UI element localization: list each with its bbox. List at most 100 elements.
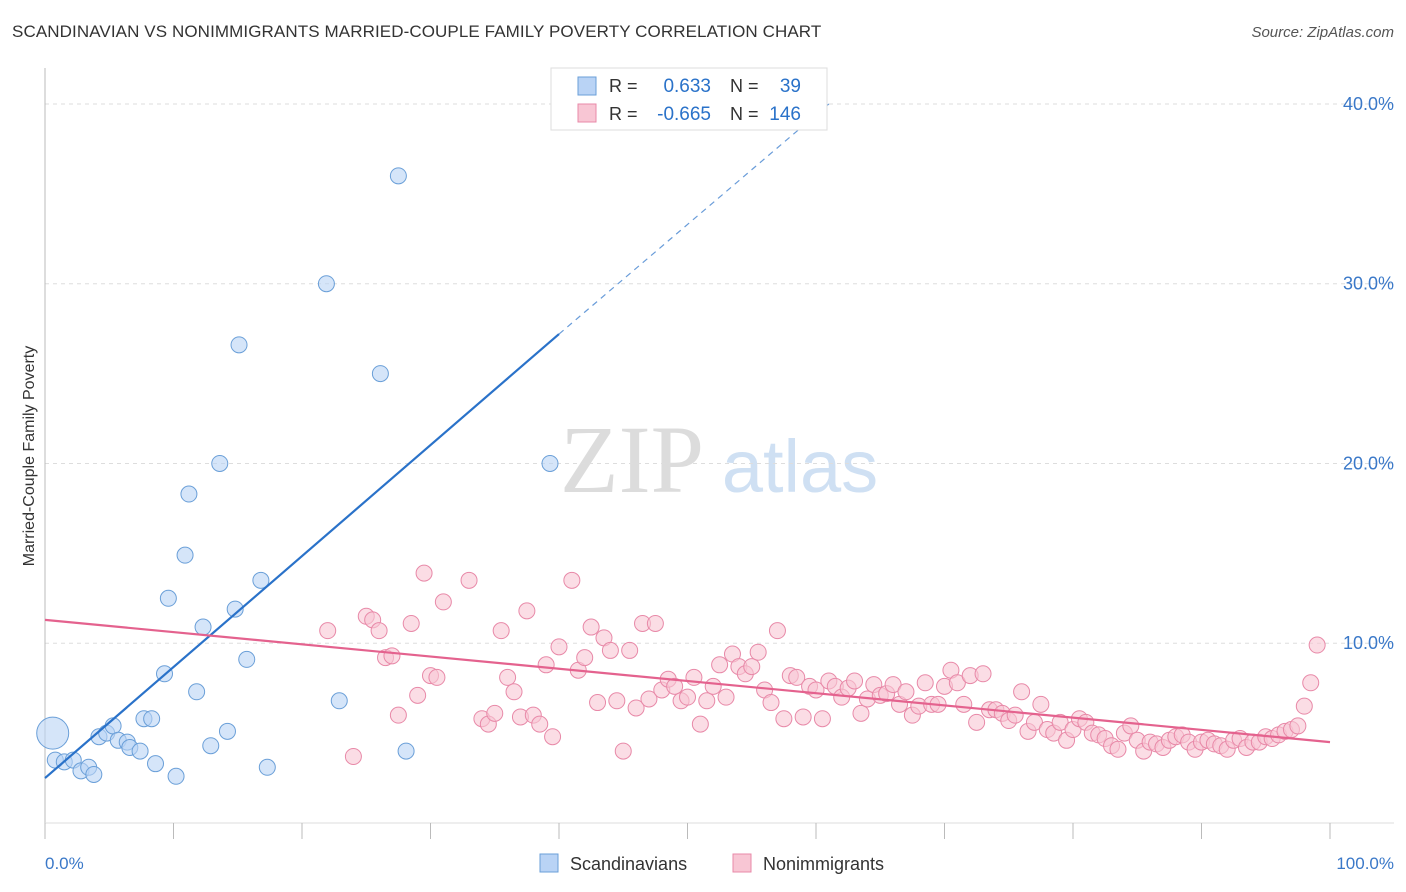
nonimmigrants-point bbox=[389, 706, 407, 724]
nonimmigrants-point bbox=[968, 713, 986, 731]
nonimmigrants-point bbox=[505, 683, 523, 701]
nonimmigrants-point bbox=[1006, 706, 1024, 724]
nonimmigrants-point bbox=[1308, 636, 1326, 654]
nonimmigrants-point bbox=[916, 674, 934, 692]
nonimmigrants-point bbox=[884, 676, 902, 694]
nonimmigrants-point bbox=[794, 708, 812, 726]
nonimmigrants-point bbox=[897, 683, 915, 701]
y-tick-labels: 10.0% 20.0% 30.0% 40.0% bbox=[1343, 94, 1394, 653]
nonimmigrants-point bbox=[948, 674, 966, 692]
nonimmigrants-point bbox=[415, 564, 433, 582]
scandinavians-point bbox=[389, 167, 407, 185]
scandinavians-point bbox=[541, 454, 559, 472]
y-tick-label: 40.0% bbox=[1343, 94, 1394, 114]
y-tick-label: 30.0% bbox=[1343, 274, 1394, 294]
nonimmigrants-point bbox=[698, 692, 716, 710]
nonimmigrants-point bbox=[621, 641, 639, 659]
nonimmigrants-point bbox=[492, 622, 510, 640]
nonimmigrants-point bbox=[1289, 717, 1307, 735]
nonimmigrants-point bbox=[518, 602, 536, 620]
nonimmigrants-point bbox=[319, 622, 337, 640]
series-legend: Scandinavians Nonimmigrants bbox=[539, 853, 884, 874]
scandinavians-point bbox=[180, 485, 198, 503]
nonimmigrants-point bbox=[711, 656, 729, 674]
stats-swatch-blue bbox=[577, 76, 597, 96]
legend-swatch-nonimmigrants bbox=[732, 853, 752, 873]
nonimmigrants-point bbox=[704, 677, 722, 695]
legend-swatch-scandinavians bbox=[539, 853, 559, 873]
nonimmigrants-point bbox=[531, 715, 549, 733]
scandinavians-point bbox=[211, 454, 229, 472]
gridlines bbox=[45, 103, 1394, 644]
nonimmigrants-point bbox=[486, 704, 504, 722]
nonimmigrants-point bbox=[409, 686, 427, 704]
nonimmigrants-point bbox=[813, 710, 831, 728]
nonimmigrants-point bbox=[775, 710, 793, 728]
nonimmigrants-trend-line bbox=[44, 618, 1331, 744]
axes bbox=[44, 68, 1394, 824]
scandinavians-point bbox=[143, 710, 161, 728]
chart-title: SCANDINAVIAN VS NONIMMIGRANTS MARRIED-CO… bbox=[12, 22, 822, 41]
stats-legend: R = 0.633 N = 39 R = -0.665 N = 146 bbox=[550, 67, 828, 131]
nonimmigrants-point bbox=[1109, 740, 1127, 758]
stats-n-value-blue: 39 bbox=[780, 76, 801, 97]
nonimmigrants-point bbox=[717, 688, 735, 706]
stats-n-value-pink: 146 bbox=[769, 104, 801, 125]
x-tick-label-min: 0.0% bbox=[45, 854, 84, 873]
stats-n-label-pink: N = bbox=[730, 104, 759, 124]
scandinavians-point bbox=[131, 742, 149, 760]
nonimmigrants-point bbox=[460, 571, 478, 589]
nonimmigrants-point bbox=[1051, 713, 1069, 731]
nonimmigrants-point bbox=[974, 665, 992, 683]
legend-label-scandinavians: Scandinavians bbox=[570, 854, 687, 874]
nonimmigrants-point bbox=[434, 593, 452, 611]
scandinavians-point bbox=[159, 589, 177, 607]
scandinavians-points bbox=[36, 167, 559, 785]
nonimmigrants-point bbox=[1032, 695, 1050, 713]
nonimmigrants-point bbox=[344, 747, 362, 765]
nonimmigrants-point bbox=[1013, 683, 1031, 701]
scandinavians-point bbox=[176, 546, 194, 564]
scandinavians-trend-extension bbox=[558, 103, 830, 335]
scandinavians-point bbox=[252, 571, 270, 589]
nonimmigrants-point bbox=[608, 692, 626, 710]
nonimmigrants-point bbox=[402, 614, 420, 632]
nonimmigrants-point bbox=[614, 742, 632, 760]
scandinavians-point bbox=[36, 716, 70, 750]
nonimmigrants-point bbox=[749, 643, 767, 661]
y-tick-label: 20.0% bbox=[1343, 453, 1394, 473]
scandinavians-point bbox=[85, 765, 103, 783]
stats-n-label-blue: N = bbox=[730, 76, 759, 96]
nonimmigrants-point bbox=[550, 638, 568, 656]
y-tick-label: 10.0% bbox=[1343, 633, 1394, 653]
scandinavians-point bbox=[238, 650, 256, 668]
nonimmigrants-point bbox=[646, 614, 664, 632]
scandinavians-point bbox=[371, 365, 389, 383]
scandinavians-point bbox=[194, 618, 212, 636]
scandinavians-point bbox=[218, 722, 236, 740]
stats-r-label-pink: R = bbox=[609, 104, 638, 124]
scandinavians-point bbox=[317, 275, 335, 293]
watermark: ZIP atlas bbox=[560, 406, 878, 513]
nonimmigrants-points bbox=[319, 564, 1326, 765]
nonimmigrants-point bbox=[852, 704, 870, 722]
nonimmigrants-point bbox=[428, 668, 446, 686]
nonimmigrants-point bbox=[499, 668, 517, 686]
nonimmigrants-point bbox=[640, 690, 658, 708]
source-credit: Source: ZipAtlas.com bbox=[1251, 24, 1394, 41]
x-ticks bbox=[44, 823, 1331, 839]
nonimmigrants-point bbox=[582, 618, 600, 636]
nonimmigrants-point bbox=[743, 658, 761, 676]
nonimmigrants-point bbox=[601, 641, 619, 659]
nonimmigrants-point bbox=[846, 672, 864, 690]
scandinavians-point bbox=[226, 600, 244, 618]
scandinavians-trend-line bbox=[44, 333, 560, 779]
stats-legend-box bbox=[550, 67, 828, 131]
nonimmigrants-point bbox=[691, 715, 709, 733]
nonimmigrants-point bbox=[762, 694, 780, 712]
scandinavians-point bbox=[188, 683, 206, 701]
scandinavians-point bbox=[397, 742, 415, 760]
stats-swatch-pink bbox=[577, 103, 597, 123]
scandinavians-point bbox=[330, 692, 348, 710]
